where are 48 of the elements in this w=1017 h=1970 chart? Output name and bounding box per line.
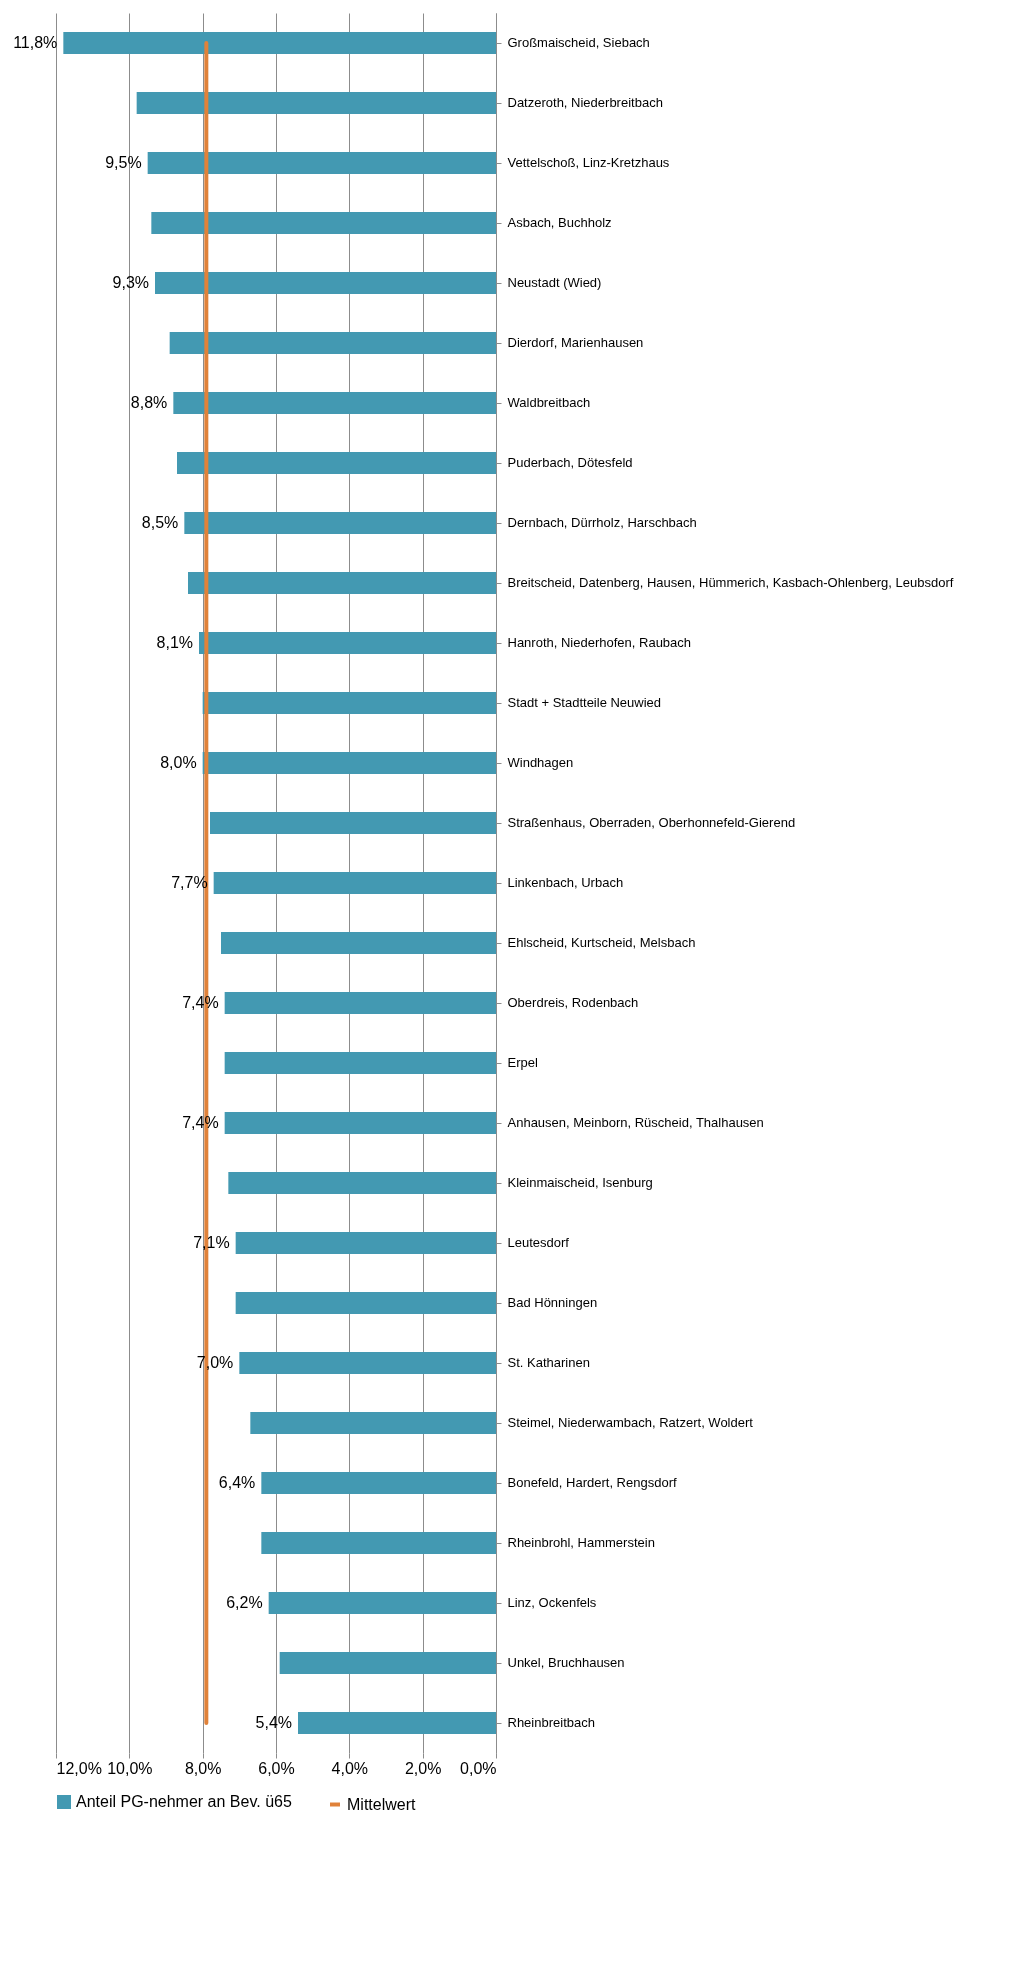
y-tick-label: Unkel, Bruchhausen	[507, 1655, 625, 1670]
y-tick-label: Puderbach, Dötesfeld	[507, 455, 633, 470]
data-label: 5,4%	[255, 1714, 292, 1731]
data-label: 8,1%	[156, 634, 193, 651]
y-tick-label: Bad Hönningen	[507, 1295, 598, 1310]
y-tick-label: Hanroth, Niederhofen, Raubach	[507, 635, 692, 650]
y-tick-label: Waldbreitbach	[507, 395, 591, 410]
y-tick-label: Dierdorf, Marienhausen	[507, 335, 644, 350]
y-tick-label: St. Katharinen	[507, 1355, 590, 1370]
y-tick-label: Kleinmaischeid, Isenburg	[507, 1175, 653, 1190]
data-label: 9,5%	[105, 154, 142, 171]
y-tick-label: Steimel, Niederwambach, Ratzert, Woldert	[507, 1415, 754, 1430]
x-tick-label: 4,0%	[331, 1759, 369, 1777]
x-tick-label: 2,0%	[404, 1759, 442, 1777]
x-tick-label: 12,0%	[56, 1759, 102, 1777]
y-tick-label: Linkenbach, Urbach	[507, 875, 624, 890]
data-label: 8,0%	[160, 754, 197, 771]
x-tick-label: 0,0%	[460, 1759, 497, 1777]
y-tick-label: Straßenhaus, Oberraden, Oberhonnefeld-Gierend	[507, 815, 796, 830]
y-tick-label: Neustadt (Wied)	[507, 275, 602, 290]
y-tick-label: Großmaischeid, Siebach	[507, 35, 650, 50]
data-label: 6,2%	[226, 1594, 263, 1611]
y-tick-label: Anhausen, Meinborn, Rüscheid, Thalhausen	[507, 1115, 764, 1130]
y-tick-label: Windhagen	[507, 755, 574, 770]
data-label: 8,5%	[141, 514, 179, 531]
data-label: 9,3%	[112, 274, 149, 291]
data-label: 8,8%	[130, 394, 168, 411]
legend-label: Anteil PG-nehmer an Bev. ü65	[76, 1793, 292, 1810]
y-tick-label: Datzeroth, Niederbreitbach	[507, 95, 663, 110]
data-label: 6,4%	[218, 1474, 256, 1491]
y-tick-label: Oberdreis, Rodenbach	[507, 995, 639, 1010]
y-tick-label: Breitscheid, Datenberg, Hausen, Hümmerich, Kasbach-Ohlenberg, Leubsdorf	[507, 575, 954, 590]
y-tick-label: Stadt + Stadtteile Neuwied	[507, 695, 662, 710]
y-tick-label: Leutesdorf	[507, 1235, 570, 1250]
y-tick-label: Vettelschoß, Linz-Kretzhaus	[507, 155, 670, 170]
y-tick-label: Rheinbrohl, Hammerstein	[507, 1535, 655, 1550]
x-tick-label: 6,0%	[258, 1759, 295, 1777]
legend-label: Mittelwert	[347, 1795, 417, 1813]
data-label: 11,8%	[13, 34, 58, 51]
x-tick-label: 8,0%	[184, 1759, 222, 1777]
y-tick-label: Asbach, Buchholz	[507, 215, 612, 230]
y-tick-label: Ehlscheid, Kurtscheid, Melsbach	[507, 935, 696, 950]
y-tick-label: Rheinbreitbach	[507, 1715, 595, 1730]
x-tick-label: 10,0%	[107, 1759, 153, 1777]
y-tick-label: Erpel	[507, 1055, 538, 1070]
y-tick-label: Linz, Ockenfels	[507, 1595, 597, 1610]
y-tick-label: Dernbach, Dürrholz, Harschbach	[507, 515, 697, 530]
y-tick-label: Bonefeld, Hardert, Rengsdorf	[507, 1475, 677, 1490]
